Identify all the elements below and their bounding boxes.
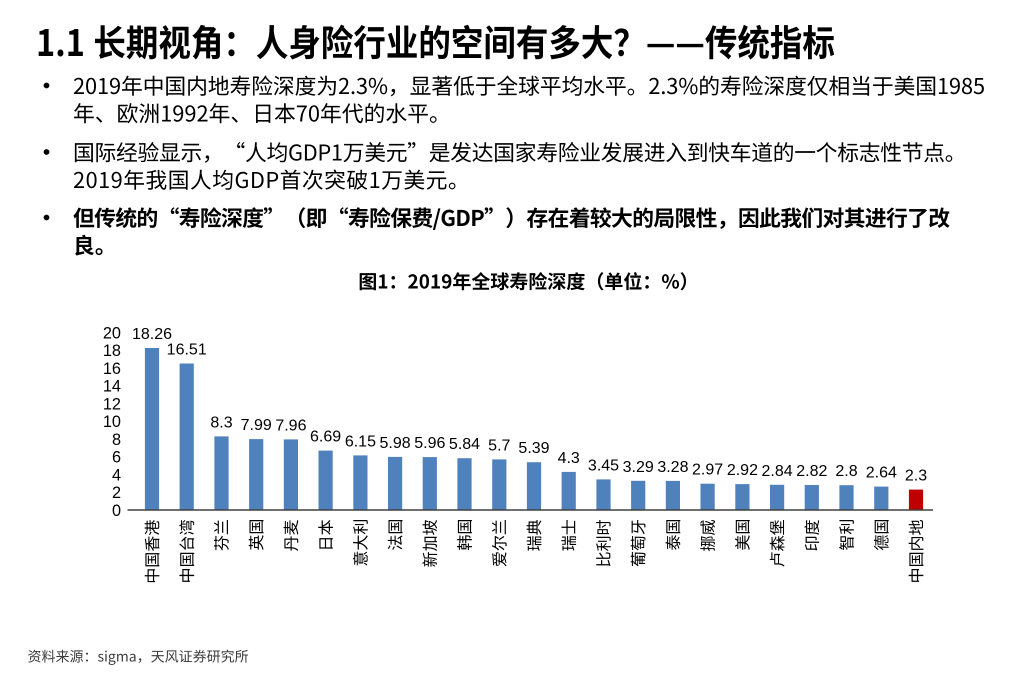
svg-text:16: 16 — [103, 360, 121, 378]
svg-text:18.26: 18.26 — [132, 326, 172, 343]
svg-text:2.64: 2.64 — [866, 465, 897, 482]
svg-text:8.3: 8.3 — [210, 414, 232, 431]
svg-text:6: 6 — [112, 449, 121, 467]
svg-text:2: 2 — [112, 484, 121, 502]
svg-text:2.84: 2.84 — [762, 463, 793, 480]
svg-text:16.51: 16.51 — [167, 342, 207, 359]
svg-text:4.3: 4.3 — [558, 450, 580, 467]
svg-text:2.3: 2.3 — [905, 468, 927, 485]
svg-text:2.82: 2.82 — [796, 463, 827, 480]
svg-text:20: 20 — [103, 324, 121, 342]
svg-text:6.69: 6.69 — [310, 429, 341, 446]
svg-text:5.84: 5.84 — [449, 436, 480, 453]
svg-text:12: 12 — [103, 395, 121, 413]
svg-text:10: 10 — [103, 413, 121, 431]
svg-text:8: 8 — [112, 431, 121, 449]
svg-text:5.96: 5.96 — [414, 435, 445, 452]
svg-text:2.92: 2.92 — [727, 462, 758, 479]
svg-text:2.8: 2.8 — [835, 463, 857, 480]
svg-text:6.15: 6.15 — [345, 433, 376, 450]
svg-text:7.96: 7.96 — [275, 417, 306, 434]
svg-text:0: 0 — [112, 502, 121, 520]
svg-text:4: 4 — [112, 466, 121, 484]
svg-text:5.7: 5.7 — [488, 437, 510, 454]
svg-text:3.28: 3.28 — [657, 459, 688, 476]
svg-text:2.97: 2.97 — [692, 462, 723, 479]
svg-text:3.29: 3.29 — [623, 459, 654, 476]
svg-text:5.98: 5.98 — [380, 435, 411, 452]
svg-text:5.39: 5.39 — [518, 440, 549, 457]
svg-text:3.45: 3.45 — [588, 457, 619, 474]
svg-text:18: 18 — [103, 342, 121, 360]
svg-text:7.99: 7.99 — [241, 417, 272, 434]
svg-text:14: 14 — [103, 378, 121, 396]
